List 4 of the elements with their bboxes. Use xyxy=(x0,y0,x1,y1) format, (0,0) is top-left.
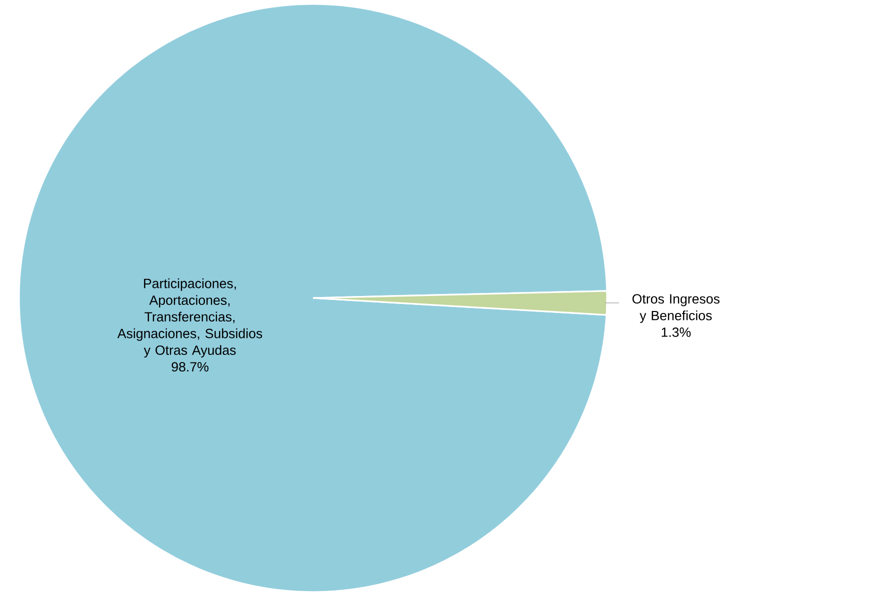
data-label: 1.3% xyxy=(662,328,691,337)
data-label: 98.7% xyxy=(172,362,208,372)
slice-label: Otros Ingresos y Beneficios xyxy=(632,294,720,323)
slice-label: Participaciones, Aportaciones, Transferencias, Asignaciones, Subsidios y Otras Ayudas xyxy=(117,278,262,358)
